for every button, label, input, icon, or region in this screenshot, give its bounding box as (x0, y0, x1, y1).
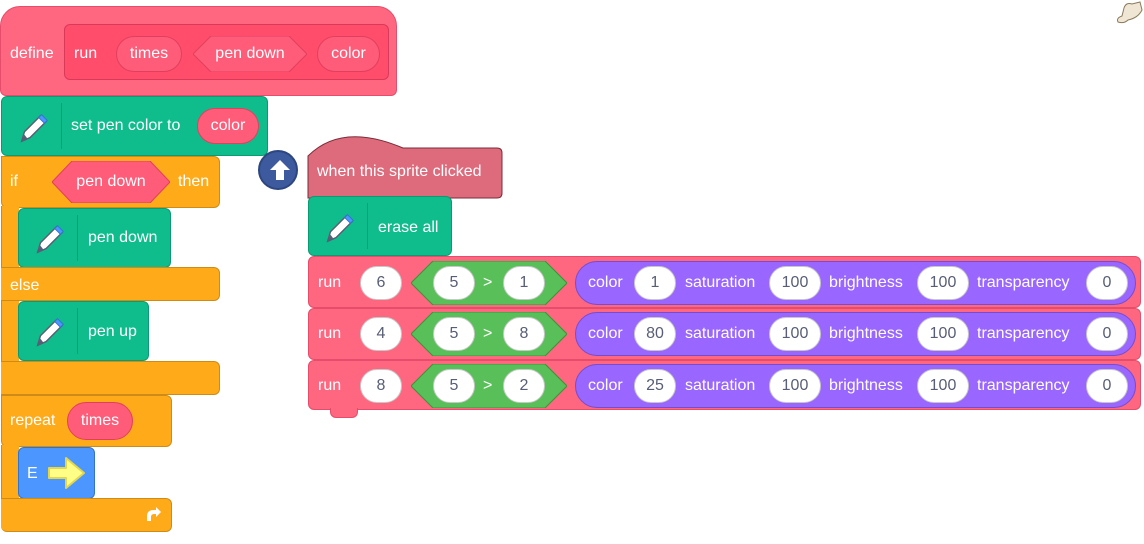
separator (367, 203, 368, 249)
erase-all-label: erase all (378, 219, 439, 236)
run-label: run (318, 377, 342, 394)
param-pen-down-shape (193, 36, 307, 72)
color-input[interactable]: 1 (634, 266, 676, 300)
run-times-input[interactable]: 4 (360, 317, 402, 351)
separator (77, 308, 78, 354)
operator-label: > (483, 325, 493, 342)
color-label: color (588, 377, 623, 394)
repeat-bottom (1, 498, 172, 532)
brightness-input[interactable]: 100 (917, 317, 969, 351)
right-operand-input[interactable]: 1 (503, 266, 545, 300)
operator-label: > (483, 274, 493, 291)
saturation-label: saturation (685, 274, 756, 291)
saturation-label: saturation (685, 377, 756, 394)
arrow-right-icon (48, 457, 85, 489)
saturation-input[interactable]: 100 (769, 317, 821, 351)
pen-icon (36, 318, 64, 347)
erase-all-block[interactable] (308, 196, 452, 256)
param-pen-down-label: pen down (215, 45, 285, 62)
if-else-arm (1, 206, 19, 396)
left-operand-input[interactable]: 5 (433, 266, 475, 300)
transparency-label: transparency (977, 377, 1070, 394)
transparency-input[interactable]: 0 (1086, 317, 1128, 351)
hat-label: when this sprite clicked (317, 163, 482, 180)
brightness-input[interactable]: 100 (917, 266, 969, 300)
if-condition[interactable]: pen down (52, 161, 170, 203)
define-keyword: define (10, 45, 54, 62)
left-operand-input[interactable]: 5 (433, 369, 475, 403)
transparency-input[interactable]: 0 (1086, 369, 1128, 403)
if-condition-shape (52, 161, 170, 203)
then-label: then (178, 173, 210, 190)
brightness-label: brightness (829, 377, 903, 394)
separator (61, 103, 62, 149)
repeat-label: repeat (10, 412, 56, 429)
if-condition-label: pen down (76, 173, 146, 190)
left-operand-input[interactable]: 5 (433, 317, 475, 351)
if-else-bottom (1, 361, 220, 395)
sprite-icon (1117, 1, 1143, 24)
transparency-label: transparency (977, 274, 1070, 291)
set-pen-color-arg[interactable]: color (197, 108, 259, 144)
custom-arrow-label: E (27, 465, 38, 482)
else-bar (1, 267, 220, 301)
brightness-label: brightness (829, 274, 903, 291)
pen-up-block[interactable] (18, 301, 149, 361)
color-input[interactable]: 25 (634, 369, 676, 403)
pen-up-label: pen up (88, 323, 137, 340)
param-times[interactable]: times (116, 36, 182, 72)
pen-icon (20, 114, 48, 143)
color-label: color (588, 325, 623, 342)
pen-icon (36, 225, 64, 254)
color-label: color (588, 274, 623, 291)
pen-down-block[interactable] (18, 208, 171, 268)
operator-label: > (483, 377, 493, 394)
run-times-input[interactable]: 6 (360, 266, 402, 300)
right-operand-input[interactable]: 8 (503, 317, 545, 351)
set-pen-color-label: set pen color to (71, 117, 181, 134)
repeat-arm (1, 445, 19, 500)
brightness-label: brightness (829, 325, 903, 342)
run-times-input[interactable]: 8 (360, 369, 402, 403)
color-input[interactable]: 80 (634, 317, 676, 351)
define-name: run (74, 45, 98, 62)
transparency-label: transparency (977, 325, 1070, 342)
brightness-input[interactable]: 100 (917, 369, 969, 403)
pen-down-label: pen down (88, 229, 158, 246)
pen-icon (326, 214, 354, 243)
param-color[interactable]: color (317, 36, 380, 72)
run-label: run (318, 274, 342, 291)
arrow-up-icon (270, 160, 290, 180)
saturation-input[interactable]: 100 (769, 266, 821, 300)
loop-arrow-icon (147, 507, 161, 521)
transparency-input[interactable]: 0 (1086, 266, 1128, 300)
run-label: run (318, 325, 342, 342)
repeat-arg[interactable]: times (67, 402, 133, 440)
if-label: if (10, 173, 18, 190)
separator (77, 215, 78, 261)
saturation-input[interactable]: 100 (769, 369, 821, 403)
else-label: else (10, 277, 40, 294)
block-notch (330, 408, 358, 418)
right-operand-input[interactable]: 2 (503, 369, 545, 403)
param-pen-down[interactable]: pen down (193, 36, 307, 72)
saturation-label: saturation (685, 325, 756, 342)
hat-block[interactable] (307, 128, 503, 200)
